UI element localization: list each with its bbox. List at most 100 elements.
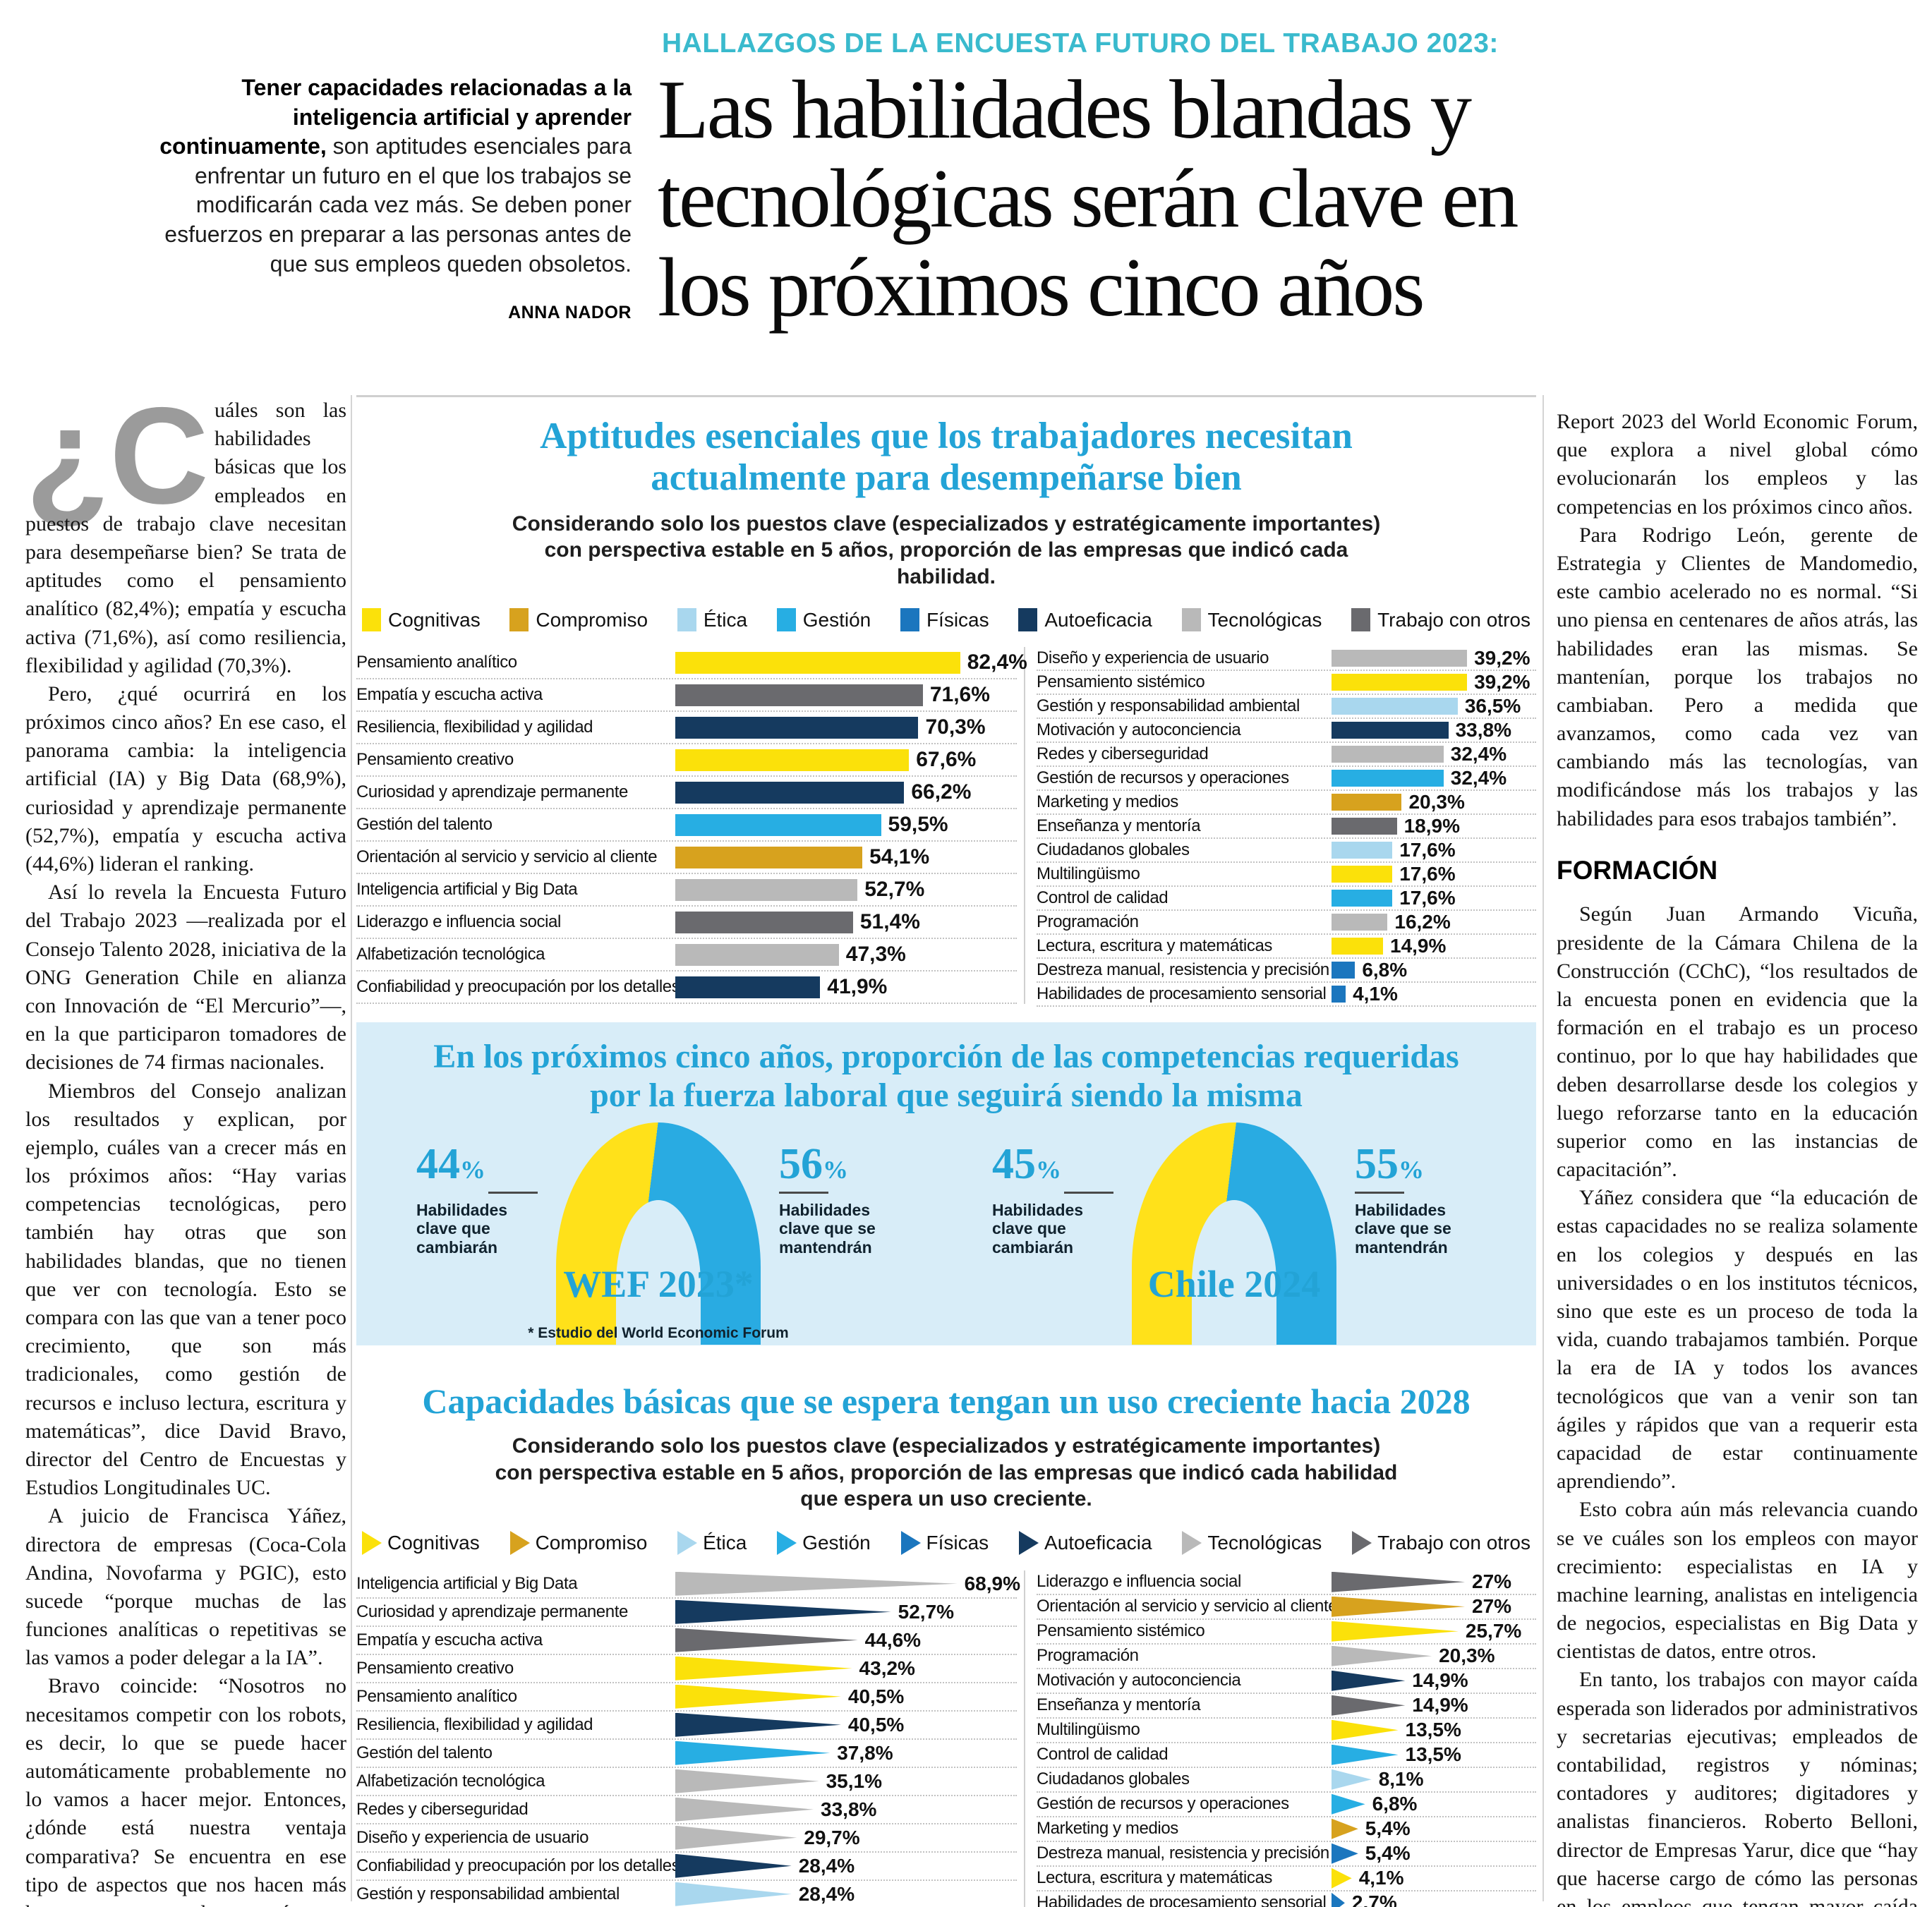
bar-value: 52,7% xyxy=(864,878,925,902)
legend-label: Físicas xyxy=(926,608,989,631)
bar-label: Resiliencia, flexibilidad y agilidad xyxy=(356,1714,593,1734)
gauge-footnote: * Estudio del World Economic Forum xyxy=(528,1324,789,1341)
legend-arrow-icon xyxy=(900,1530,921,1555)
bar xyxy=(675,781,905,804)
bar-value: 52,7% xyxy=(898,1600,955,1623)
bar-label: Confiabilidad y preocupación por los det… xyxy=(356,1855,675,1875)
chart-row: Empatía y escucha activa 71,6% xyxy=(356,679,1017,713)
bar xyxy=(675,1571,958,1596)
chart-row: Gestión y responsabilidad ambiental 36,5% xyxy=(1037,695,1536,720)
gauge-label-change: 44% Habilidades clave que cambiarán xyxy=(416,1142,538,1257)
bar-label: Habilidades de procesamiento sensorial xyxy=(1037,1893,1327,1907)
chart-row: Programación 16,2% xyxy=(1037,911,1536,936)
bar xyxy=(1332,1719,1399,1740)
chart1-subtitle: Considerando solo los puestos clave (esp… xyxy=(512,511,1381,588)
legend-label: Cognitivas xyxy=(387,1531,480,1554)
legend-item: Compromiso xyxy=(509,608,648,632)
bar-value: 33,8% xyxy=(1455,719,1512,741)
paragraph: Report 2023 del World Economic Forum, qu… xyxy=(1557,410,1918,519)
chart-row: Destreza manual, resistencia y precisión… xyxy=(1037,959,1536,983)
right-column-top-paragraphs: Report 2023 del World Economic Forum, qu… xyxy=(1557,408,1918,833)
legend-arrow-icon xyxy=(509,1530,530,1555)
bar xyxy=(675,1599,891,1624)
chart-row: Gestión del talento 37,8% xyxy=(356,1740,1017,1768)
chart-row: Redes y ciberseguridad 32,4% xyxy=(1037,743,1536,768)
bar-value: 20,3% xyxy=(1439,1645,1495,1667)
legend-item: Tecnológicas xyxy=(1181,608,1322,632)
legend-arrow-icon xyxy=(1019,1530,1039,1555)
chart-row: Gestión y responsabilidad ambiental 28,4% xyxy=(356,1881,1017,1907)
bar-label: Ciudadanos globales xyxy=(1037,1769,1190,1789)
legend-label: Autoeficacia xyxy=(1044,1531,1152,1554)
bar-value: 28,4% xyxy=(798,1854,855,1877)
bar-value: 16,2% xyxy=(1394,911,1451,933)
bar-label: Lectura, escritura y matemáticas xyxy=(1037,1868,1272,1888)
bar-label: Alfabetización tecnológica xyxy=(356,1771,545,1791)
drop-cap: ¿C xyxy=(25,379,209,533)
bar-label: Diseño y experiencia de usuario xyxy=(1037,648,1269,668)
bar-value: 47,3% xyxy=(845,943,906,967)
chart-row: Enseñanza y mentoría 14,9% xyxy=(1037,1694,1536,1719)
right-column: Report 2023 del World Economic Forum, qu… xyxy=(1557,408,1918,1907)
bar-value: 14,9% xyxy=(1390,935,1447,957)
bar-value: 14,9% xyxy=(1412,1694,1468,1717)
bar xyxy=(1332,890,1393,907)
bar xyxy=(1332,1744,1399,1765)
gauge-arc-hole xyxy=(1192,1199,1276,1345)
gauge-label-keep: 56% Habilidades clave que se mantendrán xyxy=(779,1142,900,1257)
legend-item: Cognitivas xyxy=(362,608,481,632)
bar-value: 44,6% xyxy=(864,1628,922,1651)
legend-swatch-icon xyxy=(1018,608,1038,632)
chart-row: Enseñanza y mentoría 18,9% xyxy=(1037,815,1536,840)
bar-value: 27% xyxy=(1472,1595,1512,1618)
chart-row: Ciudadanos globales 8,1% xyxy=(1037,1768,1536,1793)
bar-label: Pensamiento creativo xyxy=(356,1658,514,1678)
bar xyxy=(675,1769,819,1793)
bar-label: Marketing y medios xyxy=(1037,792,1178,812)
bar xyxy=(1332,1695,1406,1716)
paragraph: Para Rodrigo León, gerente de Estrategia… xyxy=(1557,523,1918,830)
bar xyxy=(675,1684,841,1709)
headline: Las habilidades blandas y tecnológicas s… xyxy=(658,65,1561,332)
chart-row: Curiosidad y aprendizaje permanente 52,7% xyxy=(356,1599,1017,1627)
chart-row: Motivación y autoconciencia 33,8% xyxy=(1037,719,1536,744)
chart-row: Motivación y autoconciencia 14,9% xyxy=(1037,1669,1536,1694)
bar-label: Control de calidad xyxy=(1037,888,1169,908)
legend-label: Físicas xyxy=(926,1531,989,1554)
bar-value: 27% xyxy=(1472,1570,1512,1593)
bar xyxy=(675,1853,792,1878)
bar-label: Liderazgo e influencia social xyxy=(1037,1572,1241,1592)
legend-item: Gestión xyxy=(776,608,871,632)
gauge-pct-change: 44% xyxy=(416,1139,485,1188)
bar-label: Enseñanza y mentoría xyxy=(1037,816,1201,836)
bar xyxy=(1332,698,1458,715)
gauge-panel-title: En los próximos cinco años, proporción d… xyxy=(370,1038,1522,1115)
headline-line: tecnológicas serán clave en xyxy=(658,152,1519,246)
infographic: Aptitudes esenciales que los trabajadore… xyxy=(356,395,1536,1907)
gauge-label-text: Habilidades clave que cambiarán xyxy=(992,1200,1084,1257)
headline-line: los próximos cinco años xyxy=(658,241,1425,334)
legend-swatch-icon xyxy=(776,608,796,632)
legend-item: Ética xyxy=(677,1530,747,1555)
left-column-paragraphs: Pero, ¿qué ocurrirá en los próximos cinc… xyxy=(25,680,346,1907)
bar xyxy=(675,651,960,674)
bar-value: 5,4% xyxy=(1365,1817,1411,1840)
gauge-arc-hole xyxy=(616,1199,701,1345)
bar xyxy=(675,846,863,868)
bar xyxy=(675,1882,792,1906)
bar-label: Destreza manual, resistencia y precisión xyxy=(1037,960,1329,980)
bar xyxy=(1332,818,1397,835)
bar-value: 41,9% xyxy=(827,975,888,999)
bar-label: Pensamiento sistémico xyxy=(1037,672,1205,692)
bar xyxy=(1332,746,1444,763)
gauge-name: Chile 2024 xyxy=(1147,1262,1321,1305)
percent-sign: % xyxy=(1399,1155,1424,1184)
bar-label: Inteligencia artificial y Big Data xyxy=(356,1573,578,1593)
paragraph-first: uáles son las habilidades básicas que lo… xyxy=(25,399,346,677)
bar xyxy=(1332,650,1468,667)
bar xyxy=(675,1825,797,1850)
bar-label: Pensamiento sistémico xyxy=(1037,1621,1205,1641)
legend-label: Autoeficacia xyxy=(1044,608,1152,631)
bar-label: Redes y ciberseguridad xyxy=(356,1799,529,1819)
percent-sign: % xyxy=(460,1155,485,1184)
